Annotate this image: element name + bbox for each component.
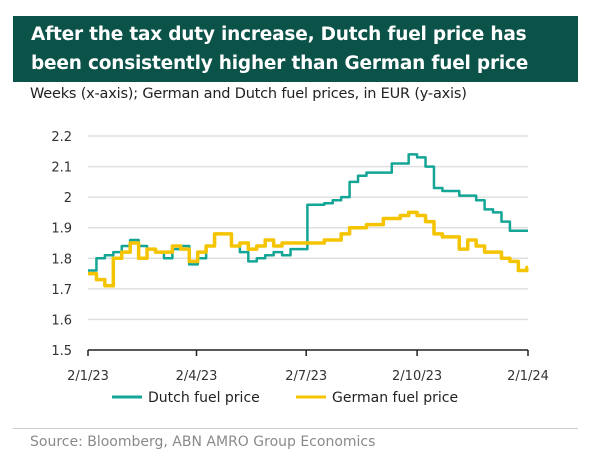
x-tick-label: 2/1/23 [67,369,109,384]
y-tick-label: 1.5 [51,344,72,359]
x-tick-label: 2/10/23 [392,369,442,384]
y-tick-label: 1.8 [51,252,72,267]
series-line-german [88,210,529,288]
y-tick-label: 1.7 [51,283,72,298]
x-tick-label: 2/7/23 [285,369,327,384]
y-tick-label: 1.6 [51,313,72,328]
y-tick-label: 2.1 [51,161,72,176]
series-line-dutch [88,153,529,272]
legend-label-dutch: Dutch fuel price [148,390,260,406]
source-note: Source: Bloomberg, ABN AMRO Group Econom… [30,434,376,450]
y-tick-label: 2 [64,191,72,206]
source-divider [13,428,578,429]
x-tick-label: 2/1/24 [507,369,549,384]
chart-title: After the tax duty increase, Dutch fuel … [13,16,578,82]
y-tick-label: 1.9 [51,222,72,237]
legend-label-german: German fuel price [332,390,458,406]
line-chart: 2.2 2.1 2 1.9 1.8 1.7 1.6 1.5 2/1/23 2/4/23 2/7/2… [51,130,549,406]
chart-subtitle: Weeks (x-axis); German and Dutch fuel pr… [30,86,467,102]
x-tick-label: 2/4/23 [176,369,218,384]
y-tick-label: 2.2 [51,130,72,145]
